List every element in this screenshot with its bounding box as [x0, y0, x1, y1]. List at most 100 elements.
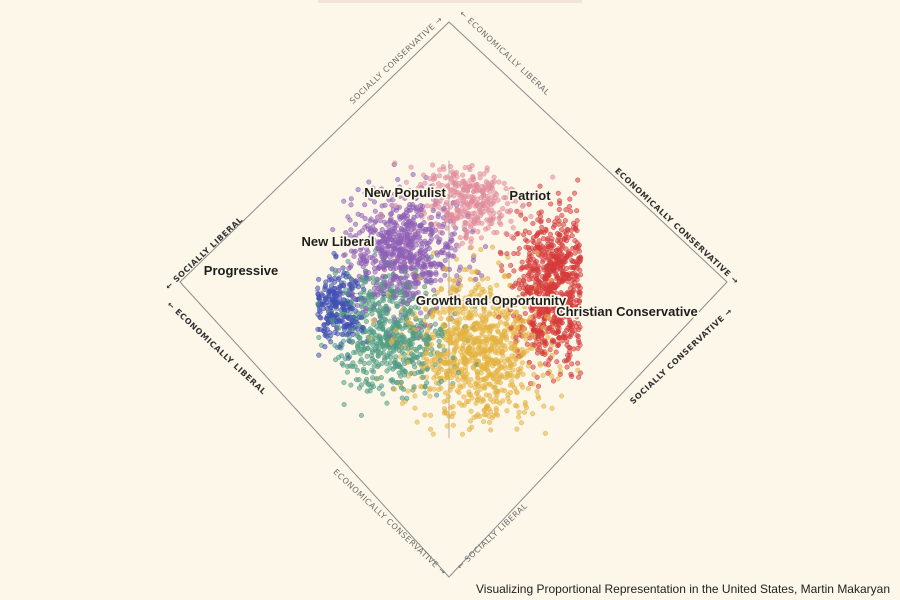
scatter-point — [536, 196, 542, 202]
scatter-point — [521, 409, 528, 415]
scatter-point — [526, 300, 532, 307]
scatter-point — [445, 244, 451, 250]
scatter-point — [347, 281, 353, 288]
scatter-point — [481, 419, 487, 425]
scatter-point — [469, 162, 475, 169]
scatter-point — [341, 379, 347, 386]
scatter-point — [547, 231, 553, 237]
scatter-point — [512, 341, 518, 347]
scatter-point — [546, 357, 552, 363]
scatter-point — [410, 295, 416, 301]
scatter-point — [519, 203, 525, 209]
scatter-point — [545, 334, 551, 341]
scatter-point — [513, 318, 520, 324]
scatter-point — [577, 342, 583, 348]
scatter-point — [547, 325, 553, 331]
scatter-point — [330, 317, 336, 323]
scatter-point — [523, 244, 529, 250]
scatter-point — [514, 231, 520, 237]
scatter-point — [362, 202, 368, 208]
scatter-point — [575, 333, 581, 339]
scatter-point — [469, 395, 475, 401]
scatter-point — [481, 412, 488, 418]
scatter-point — [349, 339, 355, 345]
scatter-point — [357, 297, 364, 303]
scatter-point — [489, 207, 495, 213]
scatter-point — [558, 252, 564, 258]
scatter-point — [534, 289, 540, 295]
scatter-point — [334, 331, 341, 337]
scatter-point — [509, 378, 515, 384]
scatter-point — [514, 426, 520, 432]
scatter-point — [365, 345, 371, 351]
scatter-point — [429, 361, 435, 367]
scatter-point — [357, 291, 363, 297]
scatter-point — [375, 277, 381, 283]
scatter-point — [540, 372, 546, 378]
scatter-point — [458, 384, 464, 391]
scatter-point — [490, 384, 496, 390]
scatter-point — [571, 190, 578, 196]
scatter-point — [535, 383, 542, 389]
scatter-point — [567, 334, 573, 340]
scatter-point — [404, 207, 410, 213]
scatter-point — [519, 360, 525, 366]
scatter-point — [499, 349, 505, 355]
scatter-point — [551, 299, 557, 305]
scatter-point — [404, 395, 410, 401]
scatter-point — [460, 301, 466, 307]
scatter-point — [448, 236, 454, 242]
scatter-point — [416, 325, 422, 332]
scatter-point — [370, 342, 376, 348]
scatter-point — [457, 308, 463, 314]
scatter-point — [332, 285, 338, 291]
scatter-point — [572, 320, 578, 326]
scatter-point — [500, 303, 506, 309]
scatter-point — [472, 336, 478, 342]
scatter-point — [424, 363, 430, 369]
scatter-point — [563, 327, 570, 333]
scatter-point — [384, 354, 390, 360]
scatter-point — [399, 395, 405, 401]
scatter-point — [485, 186, 491, 193]
cluster-label: Progressive — [204, 263, 278, 278]
scatter-point — [521, 318, 527, 324]
scatter-point — [459, 402, 465, 408]
scatter-point — [348, 202, 354, 208]
scatter-point — [348, 196, 354, 202]
scatter-point — [484, 168, 490, 174]
scatter-point — [460, 337, 467, 343]
scatter-point — [402, 339, 408, 345]
scatter-point — [332, 290, 338, 296]
scatter-point — [321, 322, 327, 329]
scatter-point — [545, 290, 551, 296]
scatter-point — [472, 303, 478, 309]
scatter-point — [363, 379, 369, 385]
scatter-point — [432, 321, 438, 327]
scatter-point — [446, 351, 452, 357]
scatter-point — [414, 242, 420, 248]
scatter-point — [524, 341, 530, 347]
scatter-point — [432, 278, 438, 284]
scatter-point — [476, 345, 482, 351]
scatter-point — [322, 332, 328, 338]
scatter-point — [431, 176, 438, 182]
scatter-point — [436, 261, 442, 267]
scatter-point — [410, 171, 416, 178]
scatter-point — [383, 341, 389, 347]
scatter-point — [512, 385, 518, 391]
scatter-point — [495, 358, 501, 365]
scatter-point — [342, 356, 348, 362]
scatter-point — [451, 350, 457, 356]
scatter-point — [341, 307, 347, 313]
scatter-point — [521, 351, 527, 357]
scatter-point — [352, 318, 358, 325]
scatter-point — [378, 350, 384, 356]
scatter-point — [565, 250, 571, 256]
scatter-point — [370, 185, 376, 191]
scatter-point — [568, 208, 574, 214]
scatter-point — [395, 176, 401, 183]
scatter-point — [316, 276, 322, 282]
scatter-point — [531, 372, 537, 378]
scatter-point — [496, 260, 502, 266]
